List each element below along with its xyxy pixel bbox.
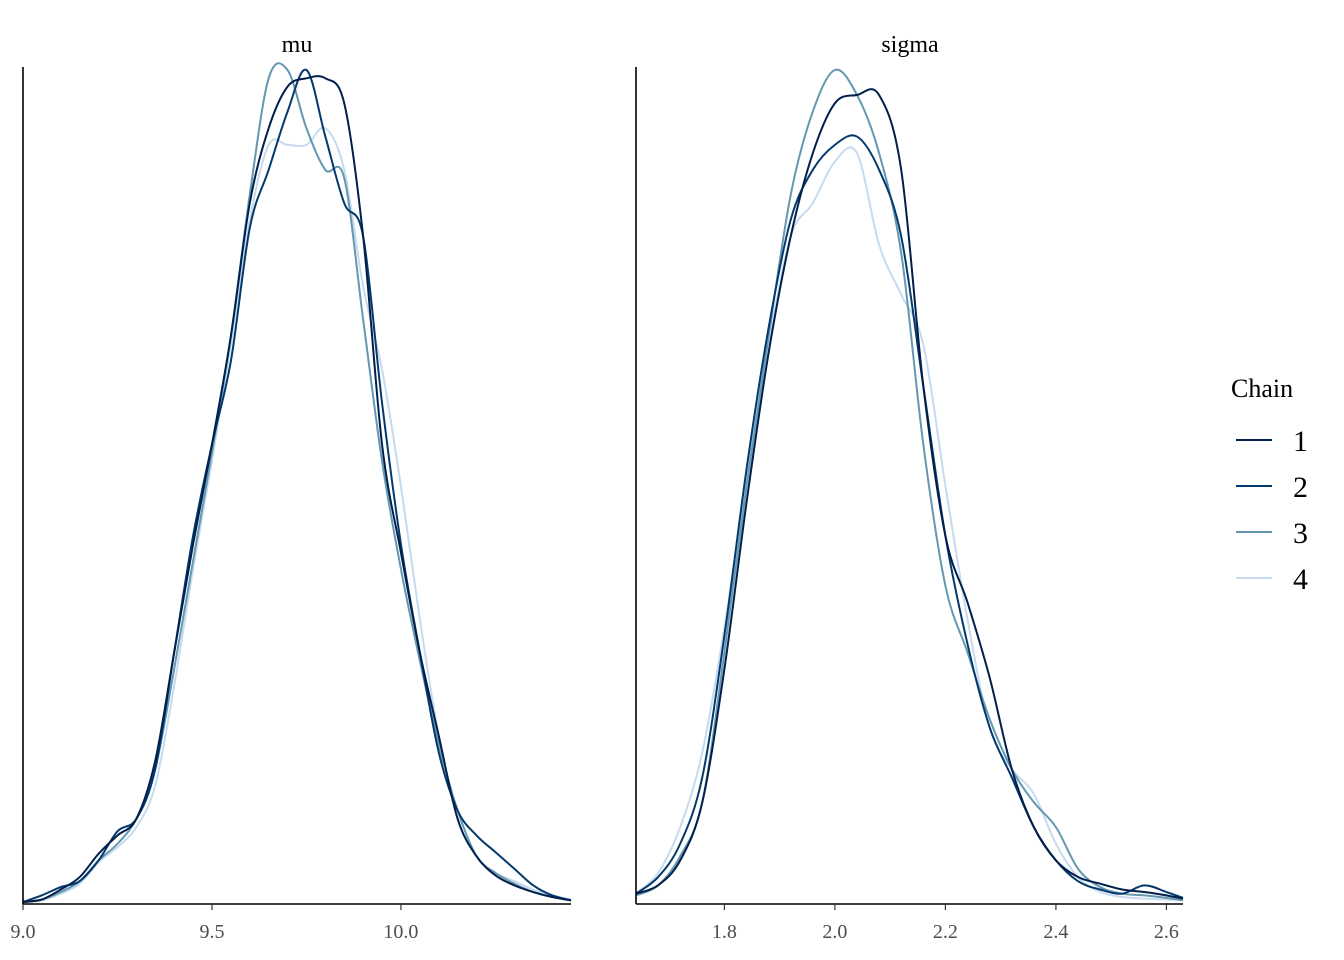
x-tick-label-sigma-0: 1.8 <box>712 921 737 943</box>
density-line-sigma-chain-1 <box>635 88 1184 900</box>
density-line-sigma-chain-3 <box>635 68 1184 902</box>
legend: Chain 1 2 3 4 <box>1231 374 1308 596</box>
density-line-mu-chain-4 <box>22 126 572 903</box>
x-tick-label-mu-1: 9.5 <box>199 921 224 943</box>
legend-entries: 1 2 3 4 <box>1236 425 1308 596</box>
density-line-mu-chain-2 <box>22 68 572 903</box>
x-ticks-sigma: 1.8 2.0 2.2 2.4 2.6 <box>712 904 1179 943</box>
x-tick-label-sigma-4: 2.6 <box>1154 921 1179 943</box>
density-curves-sigma <box>635 68 1184 902</box>
density-line-mu-chain-3 <box>22 62 572 903</box>
panel-sigma: sigma 1.8 2.0 2.2 2.4 2.6 <box>635 32 1184 943</box>
density-line-sigma-chain-4 <box>635 146 1184 902</box>
x-tick-label-sigma-1: 2.0 <box>822 921 847 943</box>
legend-label-chain-4: 4 <box>1293 563 1308 596</box>
legend-title: Chain <box>1231 374 1293 403</box>
x-ticks-mu: 9.0 9.5 10.0 <box>11 904 418 943</box>
density-curves-mu <box>22 62 572 903</box>
density-line-sigma-chain-2 <box>635 134 1184 899</box>
density-line-mu-chain-1 <box>22 75 572 903</box>
legend-label-chain-2: 2 <box>1293 471 1308 504</box>
x-tick-label-sigma-2: 2.2 <box>933 921 958 943</box>
x-tick-label-mu-2: 10.0 <box>383 921 418 943</box>
legend-label-chain-1: 1 <box>1293 425 1308 458</box>
panel-title-mu: mu <box>282 32 313 58</box>
panel-title-sigma: sigma <box>881 32 939 58</box>
legend-label-chain-3: 3 <box>1293 517 1308 550</box>
x-tick-label-mu-0: 9.0 <box>11 921 36 943</box>
panel-mu: mu 9.0 9.5 10.0 <box>11 32 572 943</box>
x-tick-label-sigma-3: 2.4 <box>1043 921 1068 943</box>
